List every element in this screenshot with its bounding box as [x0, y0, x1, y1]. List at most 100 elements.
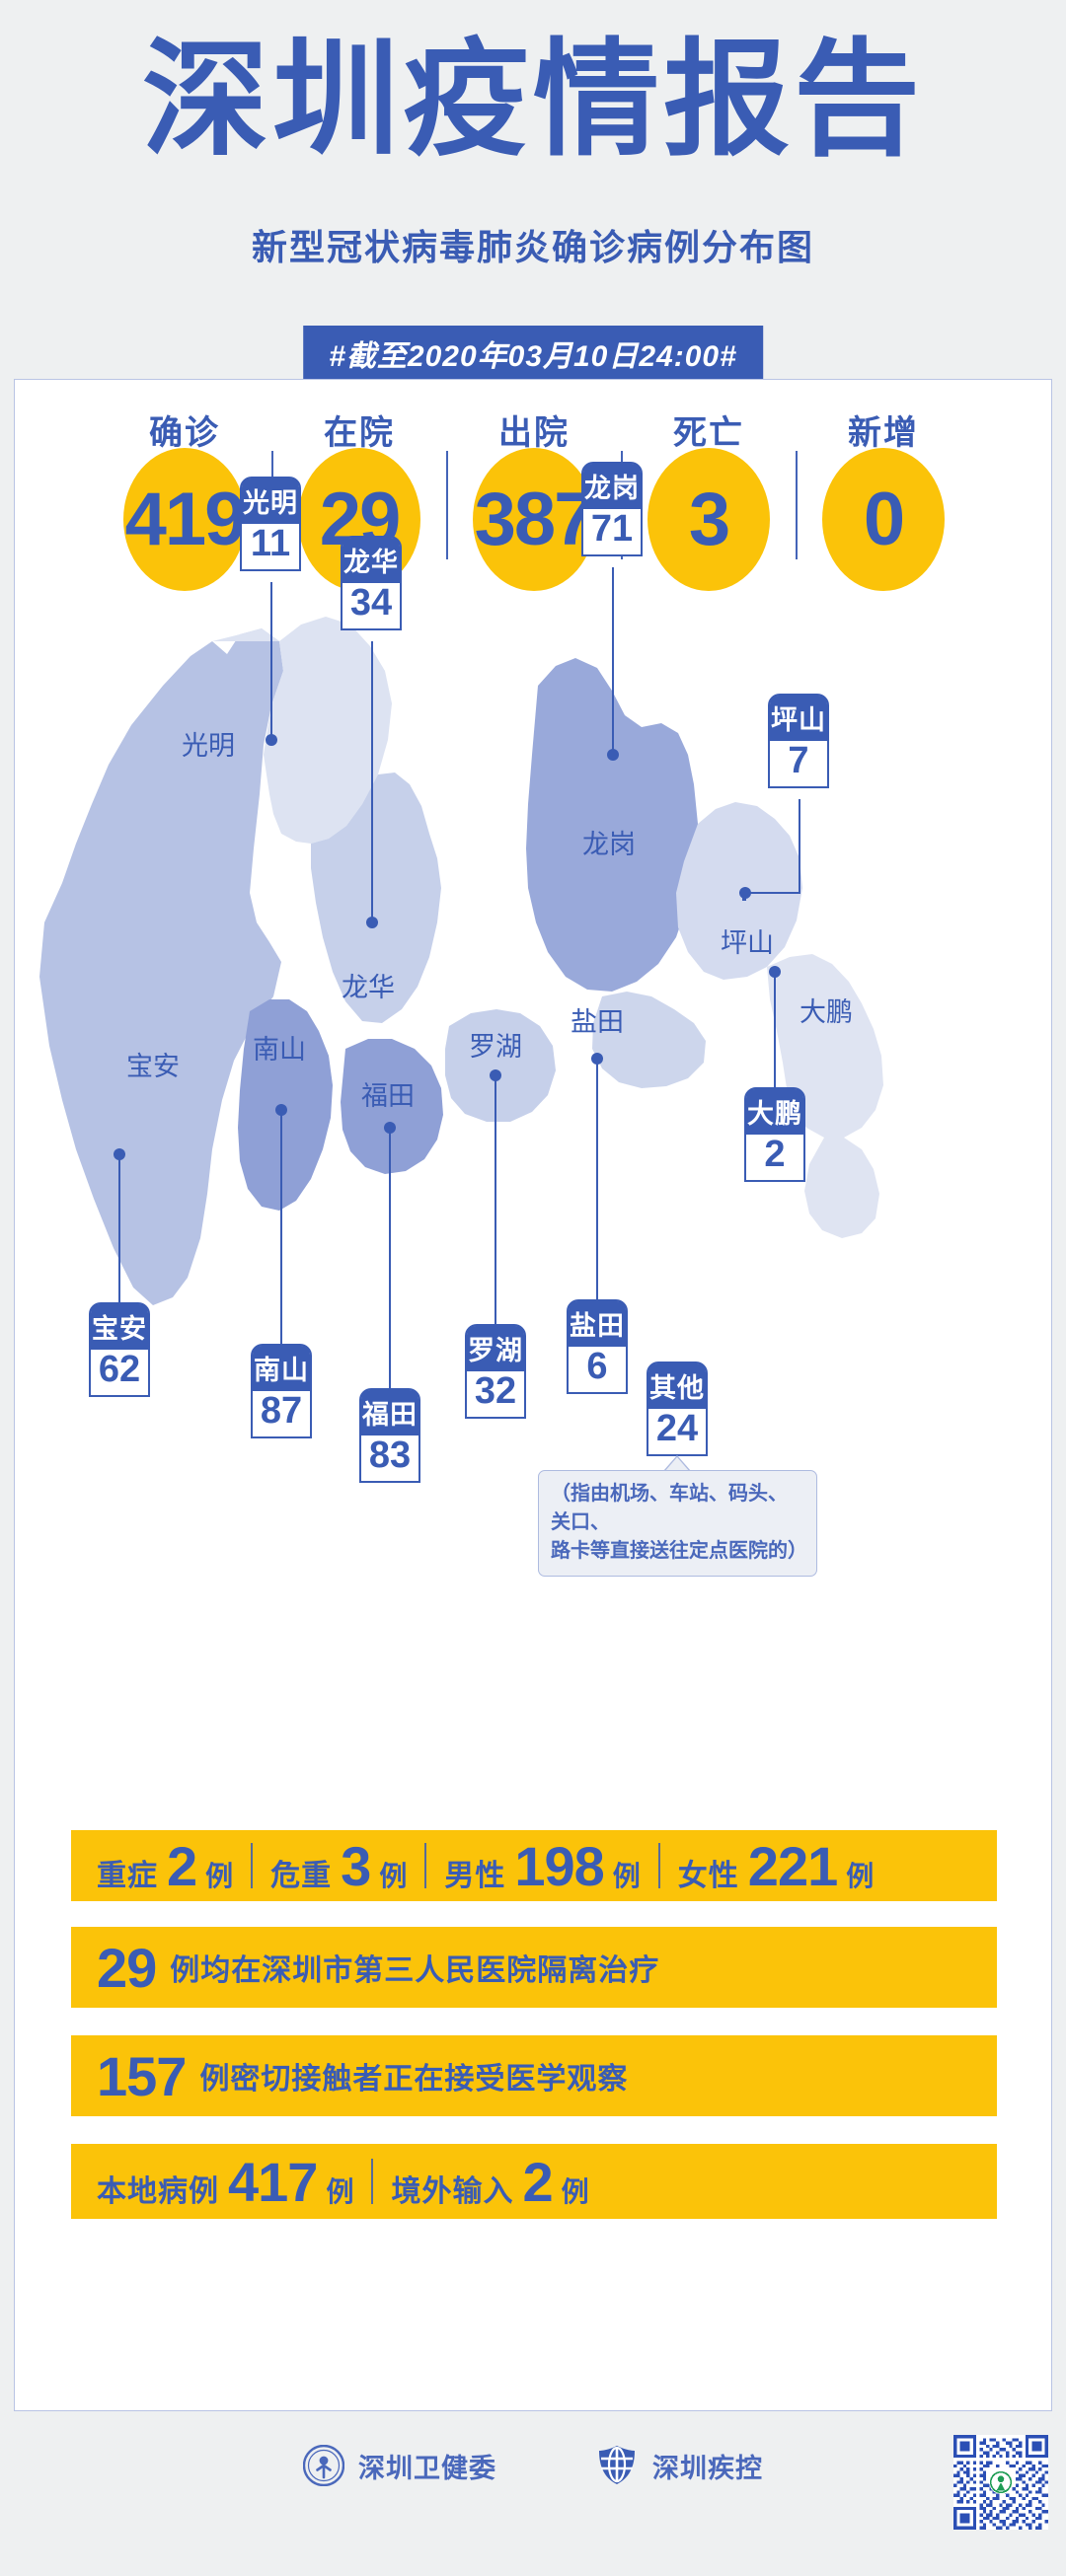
bar-seg-local: 本地病例 417 例 — [97, 2150, 353, 2214]
summary-stats: 确诊 419 在院 29 出院 387 死亡 — [15, 405, 1053, 652]
stat-discharged: 出院 387 — [448, 405, 621, 591]
bar-local-imported: 本地病例 417 例 境外输入 2 例 — [71, 2144, 997, 2219]
badge-guangming[interactable]: 光明 11 — [240, 477, 301, 571]
map-label-guangming: 光明 — [182, 731, 235, 761]
stat-value: 419 — [124, 477, 247, 561]
map-text-labels: 光明 龙华 龙岗 坪山 宝安 南山 福田 罗湖 盐田 大鹏 — [126, 731, 853, 1111]
badge-value: 7 — [770, 741, 827, 786]
seg-value: 221 — [747, 1834, 838, 1897]
badge-value: 6 — [569, 1347, 626, 1392]
badge-other[interactable]: 其他 24 — [647, 1362, 708, 1456]
bar-seg-severe: 重症 2 例 — [97, 1834, 233, 1898]
stat-oval: 419 — [123, 448, 246, 591]
badge-value: 2 — [746, 1135, 803, 1180]
badge-nanshan[interactable]: 南山 87 — [251, 1344, 312, 1438]
badge-value: 24 — [648, 1409, 706, 1454]
stat-new: 新增 0 — [798, 405, 970, 591]
district-shape-guangming — [212, 617, 392, 844]
seg-label: 女性 — [677, 1859, 739, 1892]
map-label-baoan: 宝安 — [126, 1052, 180, 1081]
badge-name: 大鹏 — [746, 1089, 803, 1135]
district-shape-pingshan — [676, 802, 802, 980]
stat-value: 3 — [688, 477, 730, 561]
stat-confirmed: 确诊 419 — [99, 405, 271, 591]
badge-longhua[interactable]: 龙华 34 — [341, 536, 402, 630]
stat-oval: 387 — [473, 448, 595, 591]
bar-seg-imported: 境外输入 2 例 — [391, 2150, 588, 2214]
badge-value: 11 — [242, 524, 299, 569]
stat-value: 0 — [863, 477, 905, 561]
seg-value: 3 — [341, 1834, 371, 1897]
brand-cdc[interactable]: 深圳疾控 — [595, 2445, 763, 2486]
badge-name: 龙岗 — [583, 464, 641, 509]
bar-divider — [371, 2159, 374, 2204]
stat-oval: 3 — [647, 448, 770, 591]
note-line-2: 路卡等直接送往定点医院的） — [551, 1540, 807, 1562]
badge-name: 南山 — [253, 1346, 310, 1391]
brand-label: 深圳卫健委 — [358, 2453, 496, 2483]
seg-value: 2 — [167, 1834, 197, 1897]
bar-value: 157 — [97, 2044, 187, 2107]
qr-code[interactable] — [953, 2435, 1048, 2530]
district-map: 光明 龙华 龙岗 坪山 宝安 南山 福田 罗湖 盐田 大鹏 光明 11 龙华 — [15, 459, 1053, 1577]
bar-close-contacts: 157 例密切接触者正在接受医学观察 — [71, 2035, 997, 2116]
footer: 深圳卫健委 深圳疾控 — [0, 2415, 1066, 2576]
badge-yantian[interactable]: 盐田 6 — [567, 1299, 628, 1394]
seg-value: 198 — [514, 1834, 604, 1897]
badge-value: 62 — [91, 1350, 148, 1395]
map-label-yantian: 盐田 — [571, 1007, 624, 1037]
seg-label: 重症 — [97, 1859, 158, 1892]
stat-hospitalized: 在院 29 — [273, 405, 446, 591]
badge-luohu[interactable]: 罗湖 32 — [465, 1324, 526, 1419]
seg-unit: 例 — [326, 2175, 354, 2207]
seg-label: 本地病例 — [97, 2174, 219, 2208]
district-shape-futian — [341, 1039, 443, 1174]
badge-baoan[interactable]: 宝安 62 — [89, 1302, 150, 1397]
stat-label: 新增 — [848, 414, 919, 452]
bar-seg-female: 女性 221 例 — [678, 1834, 874, 1898]
other-note: （指由机场、车站、码头、关口、 路卡等直接送往定点医院的） — [538, 1470, 817, 1577]
bar-divider — [251, 1843, 254, 1888]
badge-value: 34 — [343, 583, 400, 628]
district-shape-nanshan — [238, 999, 333, 1211]
seg-label: 男性 — [444, 1859, 506, 1892]
page-title: 深圳疫情报告 — [141, 30, 924, 171]
seg-value: 417 — [228, 2150, 318, 2213]
map-label-nanshan: 南山 — [253, 1035, 306, 1065]
badge-longgang[interactable]: 龙岗 71 — [581, 462, 643, 556]
badge-name: 龙华 — [343, 538, 400, 583]
badge-dapeng[interactable]: 大鹏 2 — [744, 1087, 805, 1182]
brand-label: 深圳疾控 — [652, 2453, 763, 2483]
stat-oval: 0 — [822, 448, 945, 591]
bar-isolation-treatment: 29 例均在深圳市第三人民医院隔离治疗 — [71, 1927, 997, 2008]
badge-name: 罗湖 — [467, 1326, 524, 1371]
note-line-1: （指由机场、车站、码头、关口、 — [551, 1483, 788, 1533]
brand-health-commission[interactable]: 深圳卫健委 — [303, 2445, 496, 2486]
shenzhen-map-svg: 光明 龙华 龙岗 坪山 宝安 南山 福田 罗湖 盐田 大鹏 — [39, 567, 883, 1391]
stat-label: 在院 — [324, 414, 395, 452]
district-shape-yantian — [592, 992, 706, 1088]
district-shape-longhua — [311, 773, 441, 1023]
district-shape-luohu — [445, 1009, 556, 1122]
badge-value: 87 — [253, 1391, 310, 1436]
seg-value: 2 — [522, 2150, 553, 2213]
note-arrow — [664, 1457, 690, 1472]
badge-pingshan[interactable]: 坪山 7 — [768, 694, 829, 788]
bar-divider — [424, 1843, 427, 1888]
footer-brands: 深圳卫健委 深圳疾控 — [0, 2445, 1066, 2486]
badge-value: 32 — [467, 1371, 524, 1417]
map-label-longhua: 龙华 — [342, 973, 395, 1002]
content-card: 确诊 419 在院 29 出院 387 死亡 — [14, 379, 1052, 2411]
leader-dots — [114, 734, 781, 1160]
page-subtitle: 新型冠状病毒肺炎确诊病例分布图 — [251, 227, 814, 267]
map-label-longgang: 龙岗 — [582, 830, 636, 859]
bar-seg-male: 男性 198 例 — [444, 1834, 640, 1898]
badge-futian[interactable]: 福田 83 — [359, 1388, 420, 1483]
district-shape-baoan — [39, 628, 283, 1305]
stat-label: 出院 — [498, 414, 570, 452]
badge-value: 83 — [361, 1435, 419, 1481]
seg-unit: 例 — [379, 1860, 408, 1891]
date-banner: #截至2020年03月10日24:00# — [303, 326, 763, 383]
bar-text: 例密切接触者正在接受医学观察 — [199, 2063, 629, 2096]
badge-name: 盐田 — [569, 1301, 626, 1347]
